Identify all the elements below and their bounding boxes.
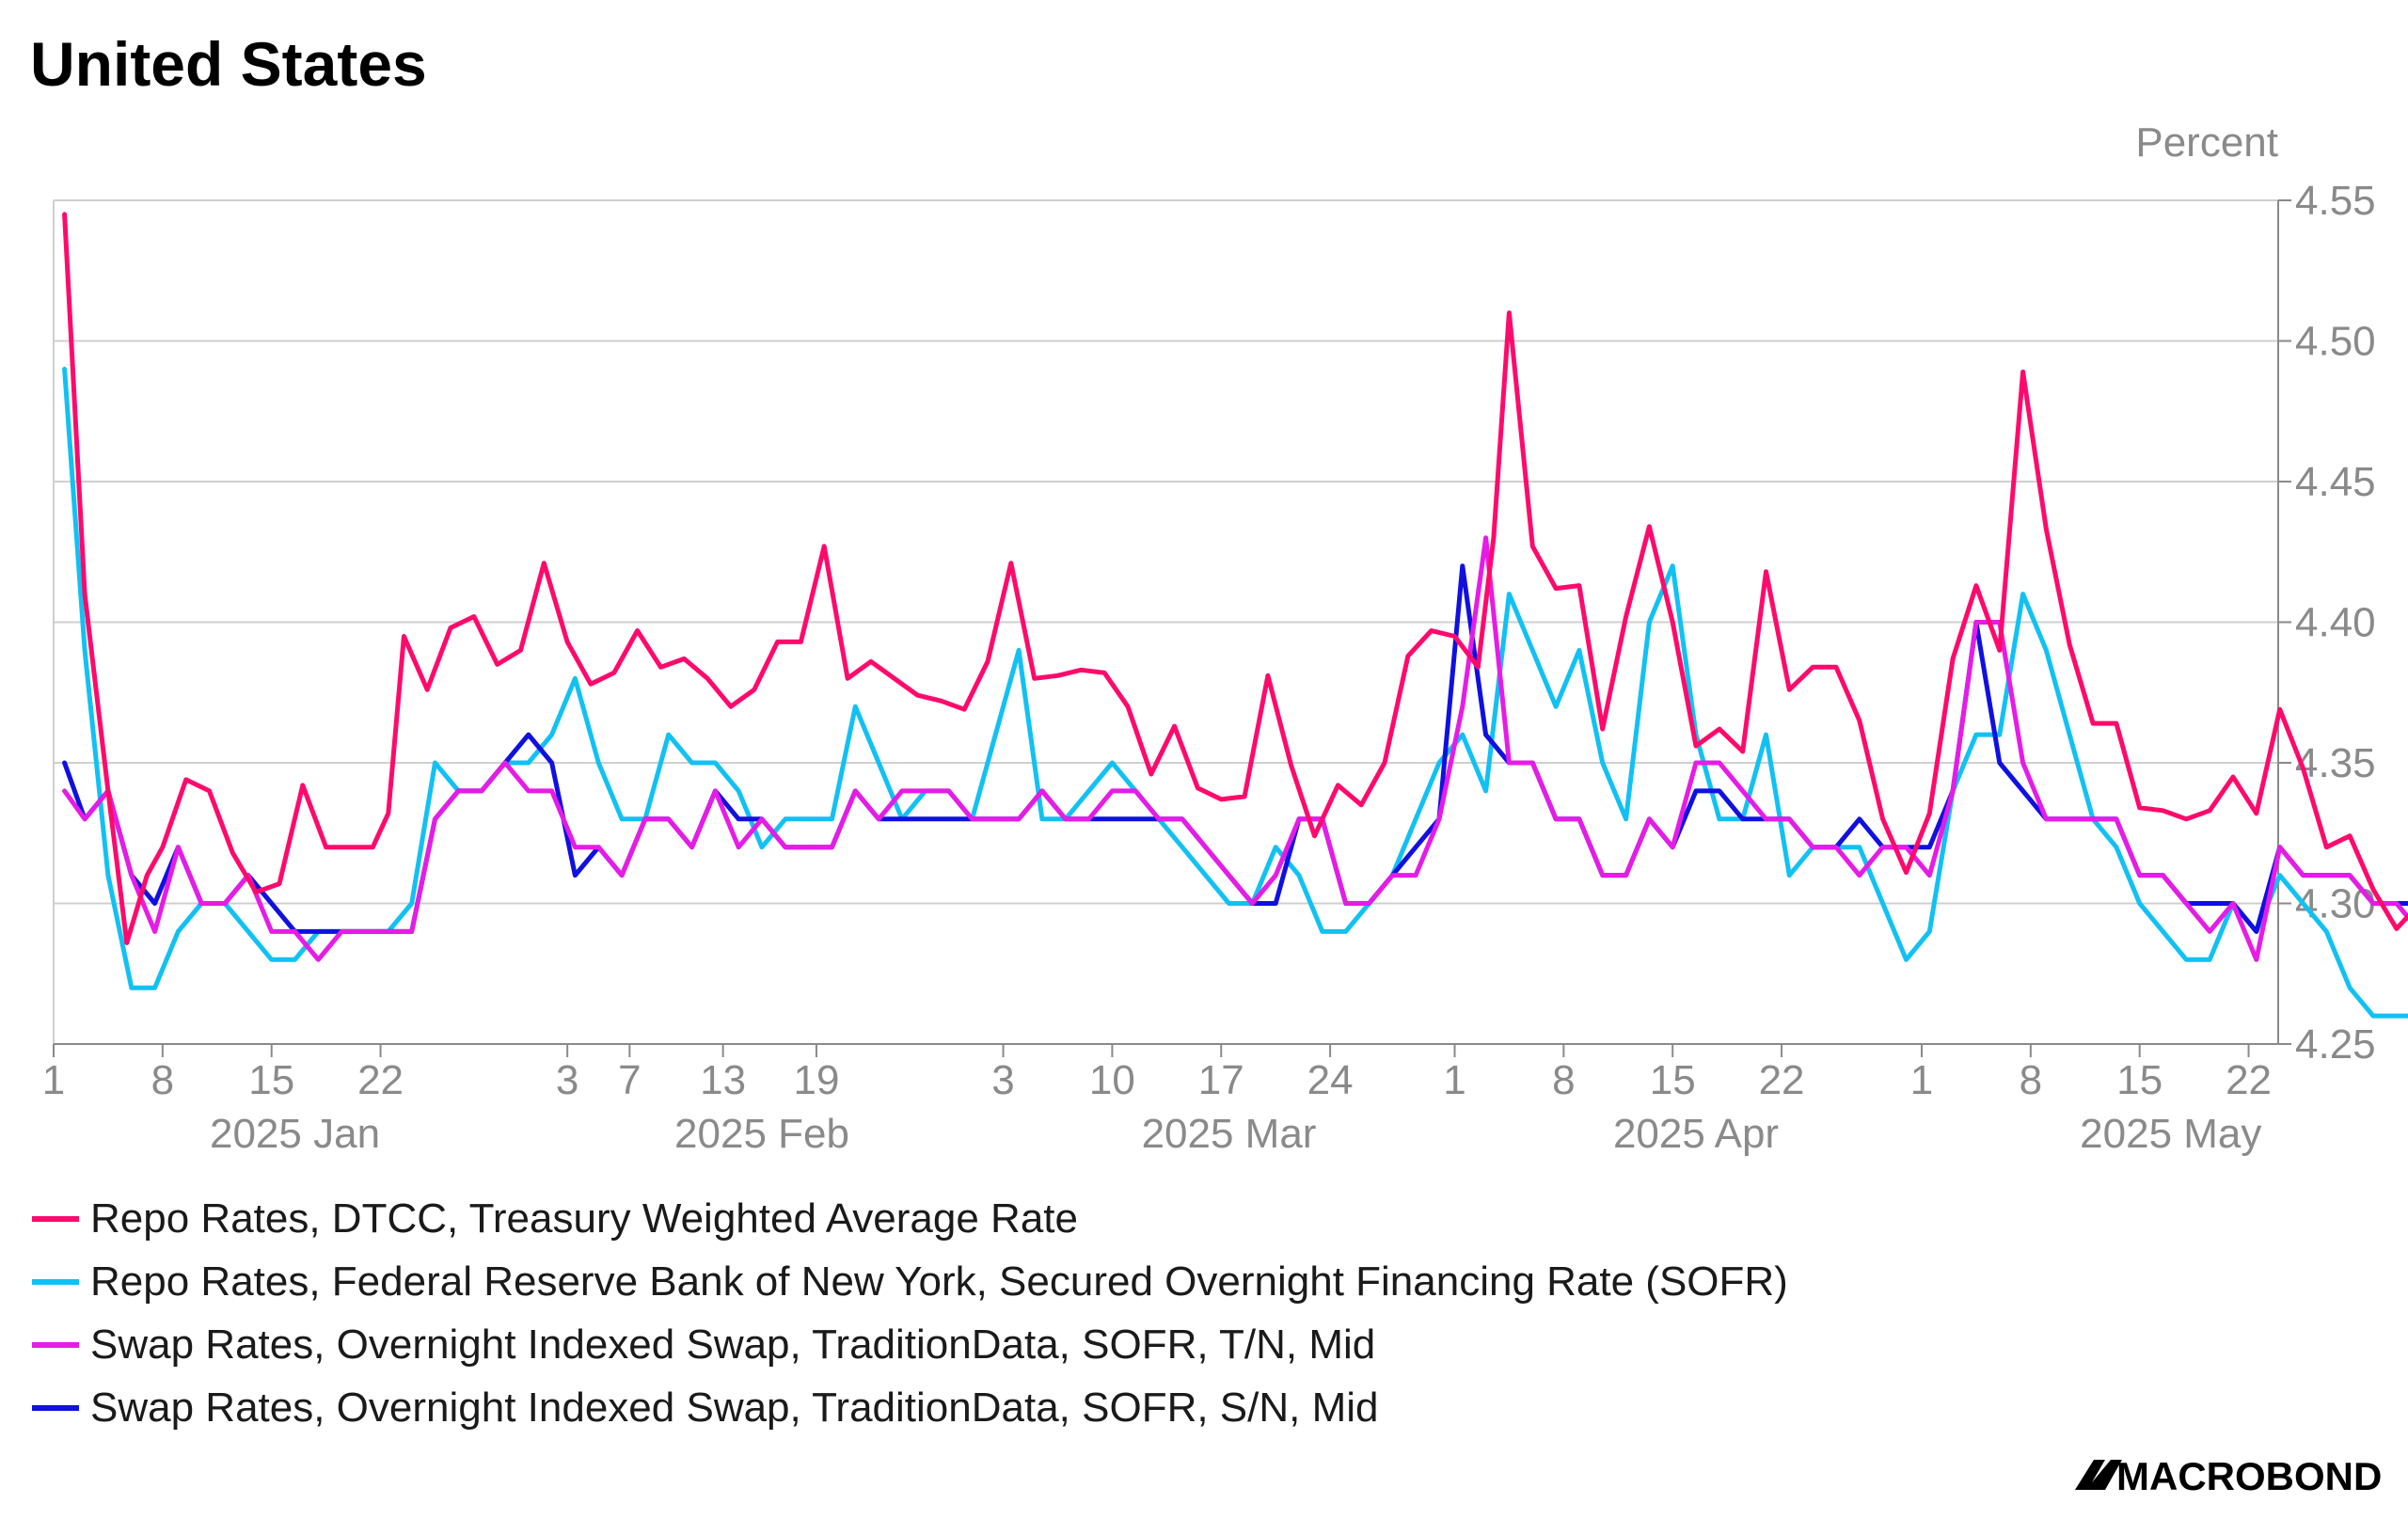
legend-item: Repo Rates, DTCC, Treasury Weighted Aver…: [32, 1187, 1788, 1250]
legend-swatch: [32, 1215, 79, 1222]
legend-item: Swap Rates, Overnight Indexed Swap, Trad…: [32, 1376, 1788, 1439]
series-lines: [62, 212, 2408, 1019]
axes: 4.254.304.354.404.454.504.551 8 15 22 3 7 13 19…: [42, 178, 2376, 1157]
y-tick-label: 4.55: [2295, 178, 2376, 224]
month-label: 2025 Feb: [674, 1111, 849, 1157]
x-tick-label: 3: [556, 1057, 578, 1103]
y-tick-label: 4.45: [2295, 459, 2376, 505]
x-tick-label: 8: [1552, 1057, 1575, 1103]
y-tick-label: 4.30: [2295, 881, 2376, 927]
legend: Repo Rates, DTCC, Treasury Weighted Aver…: [32, 1187, 1788, 1439]
line-chart: 4.254.304.354.404.454.504.551 8 15 22 3 7 13 19…: [42, 119, 2408, 1157]
gridlines: [54, 199, 2278, 1045]
series-line-tn: [62, 535, 2408, 962]
y-tick-label: 4.40: [2295, 600, 2376, 646]
month-label: 2025 Apr: [1613, 1111, 1779, 1157]
y-axis-unit-label: Percent: [2135, 119, 2278, 166]
x-tick-label: 8: [151, 1057, 174, 1103]
legend-label: Repo Rates, DTCC, Treasury Weighted Aver…: [90, 1195, 1078, 1242]
legend-item: Repo Rates, Federal Reserve Bank of New …: [32, 1250, 1788, 1313]
logo-text: MACROBOND: [2116, 1454, 2382, 1497]
macrobond-logo: MACROBOND: [2075, 1454, 2382, 1497]
x-tick-label: 1: [1443, 1057, 1465, 1103]
chart-title: United States: [30, 29, 427, 99]
x-tick-label: 24: [1307, 1057, 1354, 1103]
y-tick-label: 4.25: [2295, 1021, 2376, 1068]
x-tick-label: 15: [2116, 1057, 2162, 1103]
legend-label: Repo Rates, Federal Reserve Bank of New …: [90, 1258, 1788, 1305]
logo-mark-icon: [2075, 1460, 2122, 1490]
legend-label: Swap Rates, Overnight Indexed Swap, Trad…: [90, 1384, 1379, 1431]
x-tick-label: 1: [42, 1057, 65, 1103]
x-tick-label: 22: [2226, 1057, 2272, 1103]
x-tick-label: 3: [991, 1057, 1014, 1103]
legend-swatch: [32, 1278, 79, 1285]
legend-swatch: [32, 1404, 79, 1411]
x-tick-label: 15: [248, 1057, 294, 1103]
x-tick-label: 22: [1759, 1057, 1805, 1103]
legend-label: Swap Rates, Overnight Indexed Swap, Trad…: [90, 1321, 1376, 1368]
x-tick-label: 10: [1089, 1057, 1135, 1103]
x-tick-label: 13: [700, 1057, 746, 1103]
x-tick-label: 1: [1910, 1057, 1933, 1103]
x-tick-label: 22: [357, 1057, 404, 1103]
x-tick-label: 15: [1650, 1057, 1696, 1103]
x-tick-label: 7: [618, 1057, 641, 1103]
x-tick-label: 8: [2020, 1057, 2042, 1103]
x-tick-label: 17: [1198, 1057, 1244, 1103]
y-tick-label: 4.50: [2295, 319, 2376, 365]
x-tick-label: 19: [793, 1057, 839, 1103]
legend-swatch: [32, 1341, 79, 1348]
month-label: 2025 Mar: [1142, 1111, 1317, 1157]
month-label: 2025 Jan: [210, 1111, 380, 1157]
series-line-dtcc: [62, 212, 2408, 945]
month-label: 2025 May: [2080, 1111, 2261, 1157]
legend-item: Swap Rates, Overnight Indexed Swap, Trad…: [32, 1313, 1788, 1376]
